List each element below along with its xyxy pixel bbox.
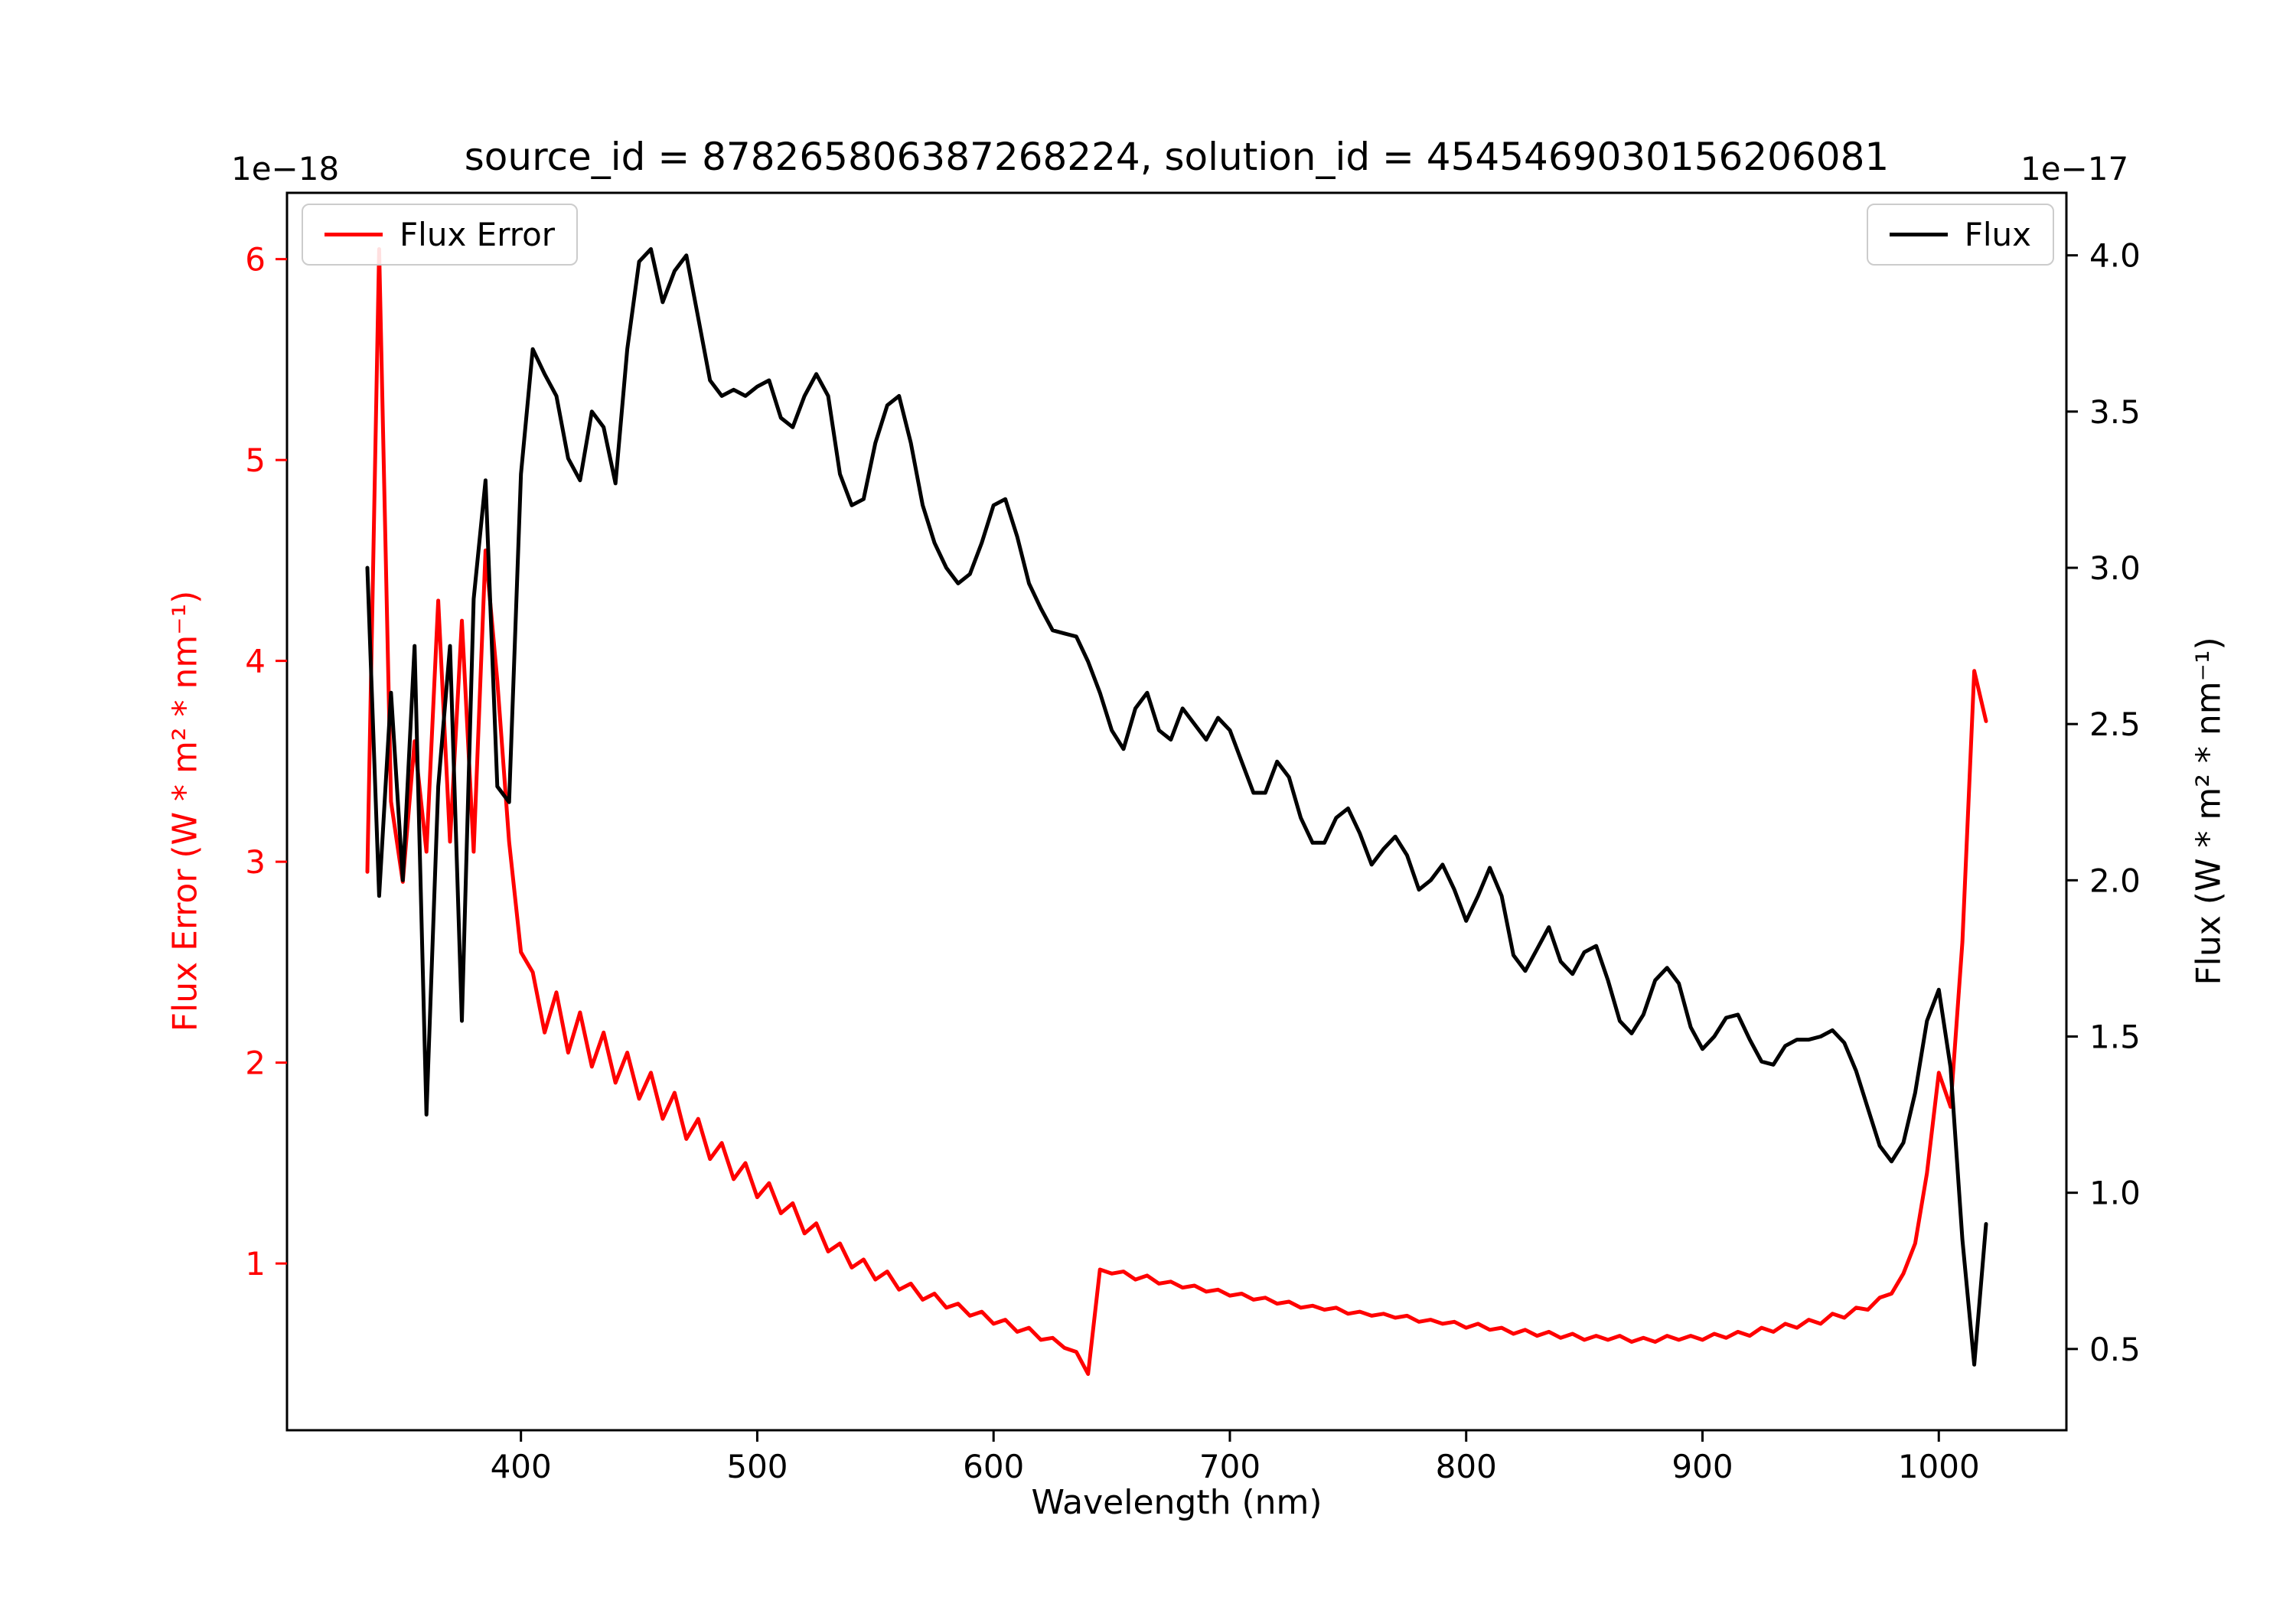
right-tick-label: 2.5 [2089,706,2141,743]
left-tick-label: 2 [245,1045,266,1082]
x-tick-label: 700 [1199,1448,1261,1485]
red-line-sample-icon [325,233,383,236]
right-tick-label: 4.0 [2089,237,2141,275]
right-tick-label: 0.5 [2089,1331,2141,1368]
axes-box [285,191,2068,1432]
legend-flux: Flux [1866,204,2054,266]
right-tick-label: 2.0 [2089,862,2141,899]
left-tick-label: 1 [245,1245,266,1283]
right-tick-label: 1.0 [2089,1175,2141,1212]
black-line-sample-icon [1889,233,1948,236]
right-tick-label: 1.5 [2089,1019,2141,1056]
left-axis-offset-text: 1e−18 [231,150,340,187]
x-tick-label: 1000 [1898,1448,1980,1485]
right-tick-label: 3.5 [2089,393,2141,431]
x-tick-label: 800 [1436,1448,1497,1485]
legend-flux-error-label: Flux Error [400,216,556,253]
left-tick-label: 5 [245,442,266,479]
x-tick-label: 400 [491,1448,552,1485]
legend-flux-error: Flux Error [302,204,579,266]
x-tick-label: 500 [726,1448,788,1485]
chart-title: source_id = 878265806387268224, solution… [464,135,1890,179]
right-tick-label: 3.0 [2089,549,2141,587]
x-tick-label: 600 [963,1448,1024,1485]
flux-line [365,247,1988,1367]
left-tick-label: 6 [245,241,266,279]
left-tick-label: 3 [245,843,266,881]
legend-flux-label: Flux [1964,216,2031,253]
right-axis-offset-text: 1e−17 [2020,150,2129,187]
x-axis-label: Wavelength (nm) [1031,1483,1322,1522]
flux-error-line [365,247,1988,1376]
left-tick-label: 4 [245,643,266,680]
x-tick-label: 900 [1671,1448,1733,1485]
